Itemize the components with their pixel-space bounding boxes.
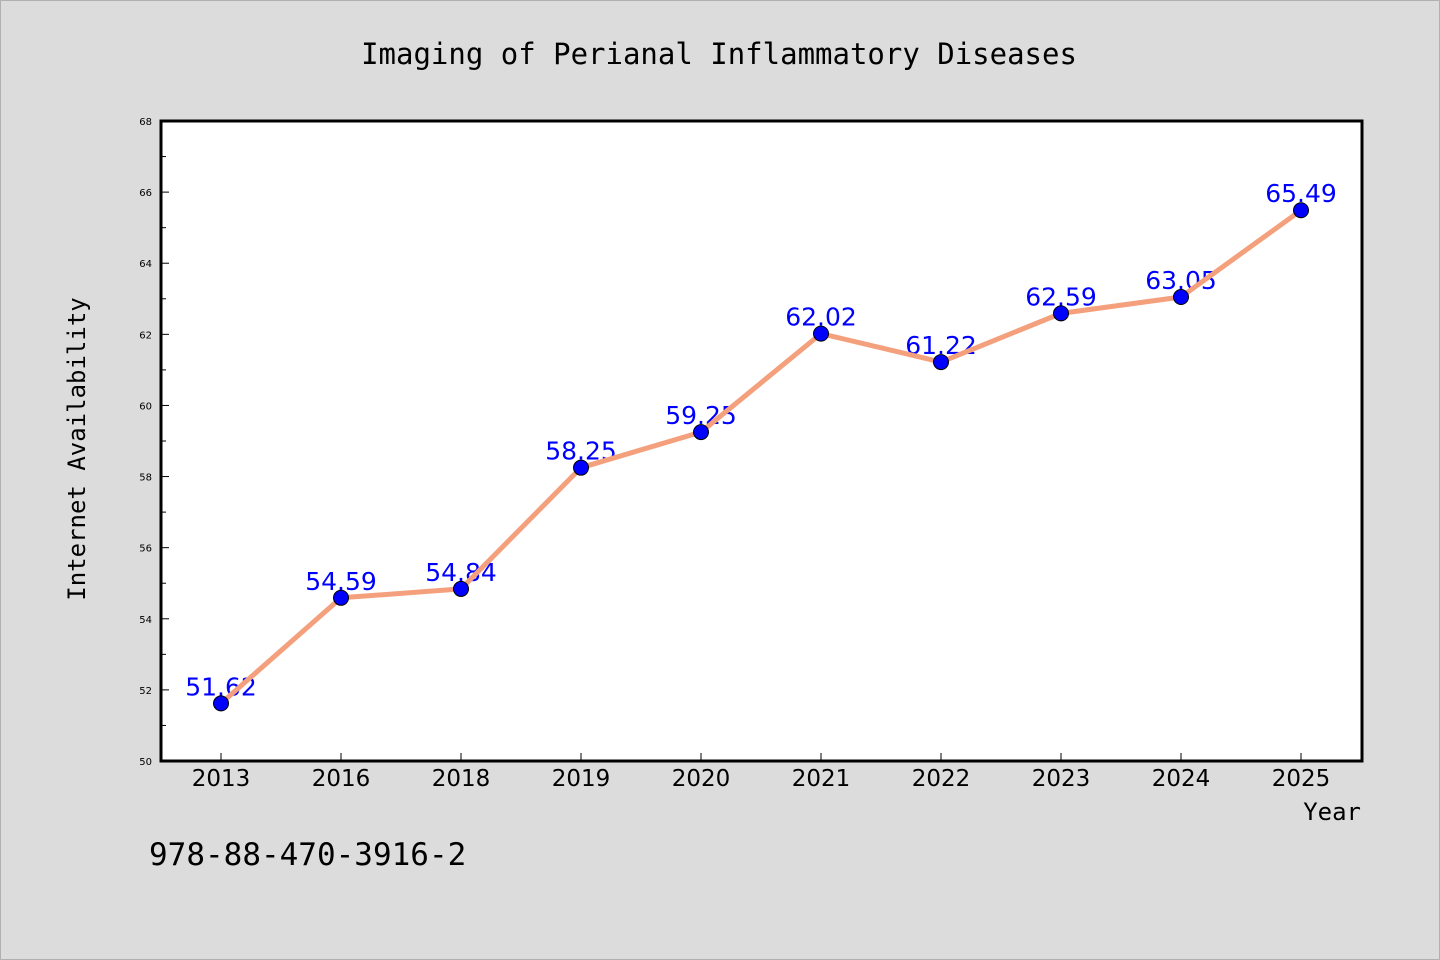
x-tick-label: 2025 (1272, 766, 1331, 792)
x-tick-label: 2021 (792, 766, 851, 792)
isbn-footer: 978-88-470-3916-2 (149, 837, 466, 873)
data-point (333, 589, 349, 606)
x-axis-label: Year (1303, 798, 1361, 826)
y-tick-label: 60 (139, 401, 152, 412)
y-axis-label: Internet Availability (63, 297, 91, 600)
data-point (693, 424, 709, 441)
series-line (218, 207, 1304, 706)
x-axis: 2013 2016 2018 2019 2020 2021 2022 2023 2024 2025 (192, 753, 1331, 792)
data-point (813, 325, 829, 342)
x-tick-label: 2019 (552, 766, 611, 792)
x-tick-label: 2024 (1152, 766, 1211, 792)
y-tick-label: 66 (139, 188, 152, 199)
data-point (213, 695, 229, 712)
x-tick-label: 2013 (192, 766, 251, 792)
x-tick-label: 2016 (312, 766, 371, 792)
data-point (1173, 289, 1189, 305)
data-point (1293, 202, 1309, 219)
data-point (1053, 305, 1069, 322)
y-tick-label: 64 (139, 259, 152, 270)
series-group (213, 202, 1309, 712)
data-point (453, 580, 469, 597)
y-tick-label: 68 (139, 117, 152, 128)
data-point (573, 459, 589, 476)
x-tick-label: 2018 (432, 766, 491, 792)
y-tick-label: 50 (139, 757, 152, 768)
plot-area (159, 119, 1364, 763)
y-tick-label: 54 (139, 615, 152, 626)
chart-title: Imaging of Perianal Inflammatory Disease… (361, 37, 1077, 71)
y-tick-label: 62 (139, 330, 152, 341)
x-tick-label: 2023 (1032, 766, 1091, 792)
data-point (933, 354, 949, 371)
x-tick-label: 2022 (912, 766, 971, 792)
y-tick-label: 56 (139, 544, 152, 555)
y-axis: 50 52 54 56 58 60 62 64 66 68 (139, 117, 169, 768)
y-tick-label: 52 (139, 686, 152, 697)
y-tick-label: 58 (139, 473, 152, 484)
x-tick-label: 2020 (672, 766, 731, 792)
